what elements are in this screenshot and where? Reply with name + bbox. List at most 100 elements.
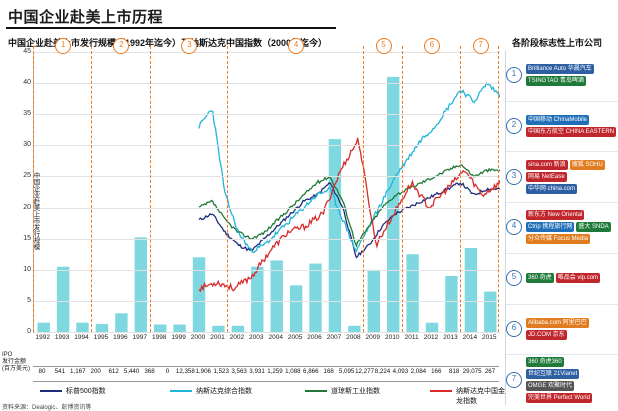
legend-swatch	[430, 390, 452, 392]
x-axis-tick: 1998	[151, 334, 167, 341]
bar	[270, 260, 283, 332]
company-logo: 分众传媒 Focus Media	[526, 234, 591, 245]
x-axis-tick: 1997	[132, 334, 148, 341]
y-axis-title: 中国企业赴美上市发行规模	[32, 172, 39, 250]
company-period-number: 3	[506, 168, 522, 185]
company-logo: 中国移动 ChinaMobile	[526, 115, 590, 126]
period-divider	[460, 46, 462, 332]
bar	[76, 322, 89, 332]
x-axis-tick: 1995	[93, 334, 109, 341]
company-period-number: 1	[506, 67, 522, 84]
company-logo-group: 中国移动 ChinaMobile 中国东方航空 CHINA EASTERN	[526, 115, 618, 138]
x-axis-tick: 1996	[113, 334, 128, 341]
period-divider	[227, 46, 229, 332]
company-row-divider	[506, 151, 618, 153]
y-axis-tick: 0	[27, 328, 31, 335]
bar	[289, 285, 303, 332]
legend-label: 标普500指数	[66, 388, 106, 395]
bar	[406, 254, 419, 332]
period-divider	[91, 46, 93, 332]
company-row-5[interactable]: 5 360 奇虎 唯品会 vip.com	[506, 257, 618, 300]
company-logo: Alibaba.com 阿里巴巴	[526, 317, 589, 328]
x-axis-tick: 2015	[482, 334, 497, 341]
period-marker-7: 7	[472, 38, 489, 54]
ipo-amount-cell: 2,084	[410, 368, 427, 375]
ipo-amount-cell: 5,440	[123, 368, 140, 375]
index-line	[198, 137, 500, 293]
y-axis-tick: 30	[23, 141, 31, 149]
period-divider	[149, 46, 151, 332]
ipo-amount-cell: 1,167	[70, 368, 86, 375]
bar	[95, 323, 109, 332]
grid-line	[34, 269, 500, 271]
company-row-6[interactable]: 6 Alibaba.com 阿里巴巴 JD.COM 京东	[506, 308, 618, 351]
period-marker-5: 5	[375, 38, 392, 54]
company-logo: 360 奇虎	[526, 273, 554, 284]
legend-swatch	[305, 390, 327, 392]
bar	[251, 266, 264, 332]
ipo-amount-cell: 1,523	[213, 368, 229, 375]
x-axis-tick: 2002	[229, 334, 245, 341]
x-axis-tick: 1993	[54, 334, 70, 341]
company-row-3[interactable]: 3 sina.com 新浪 搜狐 SOHU 网易 NetEase 中华网 china.c…	[506, 155, 618, 198]
x-axis-tick: 2009	[365, 334, 381, 341]
x-axis-tick: 1994	[74, 334, 89, 341]
ipo-amount-cell: 541	[54, 368, 66, 375]
chart-legend: 标普500指数 纳斯达克综合指数 道琼斯工业指数 纳斯达克中国金龙指数	[40, 386, 510, 405]
company-row-divider	[506, 100, 618, 102]
bar	[37, 322, 50, 332]
ipo-amount-cell: 4,093	[392, 368, 409, 375]
bar	[154, 324, 167, 332]
grid-line	[34, 176, 500, 178]
company-row-7[interactable]: 7 360 奇虎360 世纪互联 21Vianet OMGE 欢聚时代 完美世界 Per…	[506, 356, 618, 403]
company-period-number: 5	[506, 270, 522, 287]
company-logo: 完美世界 Perfect World	[526, 392, 592, 403]
company-row-divider	[506, 202, 618, 204]
x-axis-tick: 2004	[268, 334, 283, 341]
company-row-2[interactable]: 2 中国移动 ChinaMobile 中国东方航空 CHINA EASTERN	[506, 105, 618, 148]
company-logo-group: Brilliance Auto 华晨汽车 TSINGTAO 青岛啤酒	[526, 64, 618, 87]
period-marker-1: 1	[55, 38, 72, 54]
company-period-number: 6	[506, 320, 522, 337]
x-axis-tick: 2006	[307, 334, 322, 341]
x-axis-tick: 2001	[210, 334, 225, 341]
bar	[425, 322, 439, 332]
bar	[192, 257, 206, 332]
x-axis-tick: 2007	[326, 334, 342, 341]
company-logo: 世纪互联 21Vianet	[526, 368, 580, 379]
x-axis-tick: 1992	[35, 334, 50, 341]
x-axis-tick: 1999	[171, 334, 186, 341]
company-logo-group: 新东方 New Oriental Ctrip 携程旅行网 盛大 SNDA 分众传媒 F…	[526, 210, 618, 245]
bar	[309, 263, 322, 332]
legend-swatch	[40, 390, 62, 392]
company-logo: 盛大 SNDA	[576, 222, 611, 233]
company-logo: OMGE 欢聚时代	[526, 380, 575, 391]
company-row-divider	[506, 252, 618, 254]
company-logo: 新东方 New Oriental	[526, 210, 585, 221]
bar	[56, 266, 70, 332]
company-logo: 唯品会 vip.com	[555, 273, 601, 284]
x-axis-tick: 2012	[423, 334, 439, 341]
x-axis-tick: 2008	[346, 334, 361, 341]
grid-line	[34, 83, 500, 85]
ipo-amount-row: 80 541 1,167 200 612 5,440 368 0 12,358 1,906 1,52…	[33, 366, 499, 382]
chart-svg	[37, 76, 500, 332]
company-row-4[interactable]: 4 新东方 New Oriental Ctrip 携程旅行网 盛大 SNDA 分众传媒 …	[506, 206, 618, 249]
ipo-amount-cell: 1,906	[195, 368, 211, 375]
index-line	[198, 163, 500, 248]
chart-plot: 0 5 10 15 20 25 30 35 40 45	[23, 48, 500, 335]
ipo-amount-cell: 6,866	[303, 368, 319, 375]
company-row-1[interactable]: 1 Brilliance Auto 华晨汽车 TSINGTAO 青岛啤酒	[506, 54, 618, 97]
company-logo: 中国东方航空 CHINA EASTERN	[526, 127, 617, 138]
legend-swatch	[170, 390, 192, 392]
company-logo: 网易 NetEase	[526, 171, 567, 182]
y-axis-tick: 5	[27, 296, 31, 304]
period-marker-3: 3	[181, 38, 198, 54]
title-underline	[6, 27, 336, 29]
ipo-row-label: IPO 发行金额 (百万美元)	[2, 352, 30, 372]
x-axis-tick: 2011	[404, 334, 419, 341]
bar	[134, 237, 147, 332]
company-logo-group: 360 奇虎 唯品会 vip.com	[526, 273, 601, 284]
period-marker-4: 4	[288, 38, 305, 54]
